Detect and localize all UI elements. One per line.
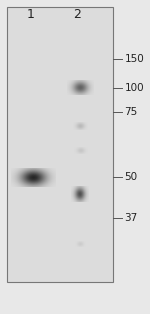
Text: 2: 2 [74, 8, 81, 21]
Text: 75: 75 [124, 107, 138, 117]
Text: 1: 1 [26, 8, 34, 21]
FancyBboxPatch shape [7, 7, 113, 282]
Text: 100: 100 [124, 83, 144, 93]
Text: 150: 150 [124, 53, 144, 63]
Text: 50: 50 [124, 172, 138, 182]
Text: 37: 37 [124, 213, 138, 223]
